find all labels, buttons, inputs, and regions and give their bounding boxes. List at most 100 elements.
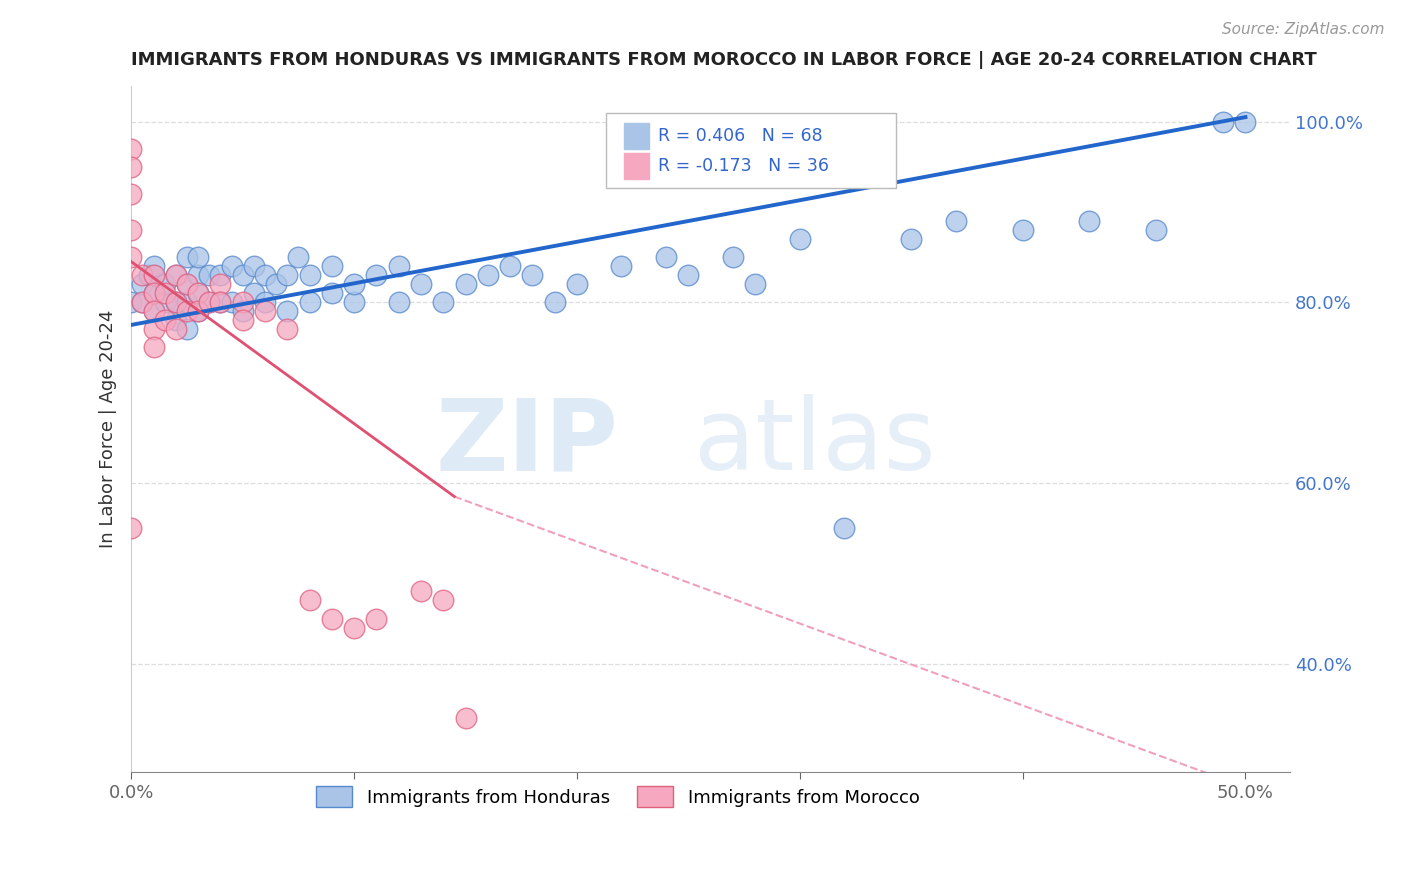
Point bbox=[388, 259, 411, 273]
Point bbox=[142, 286, 165, 301]
Point bbox=[900, 232, 922, 246]
Point bbox=[678, 268, 700, 283]
Point bbox=[187, 304, 209, 318]
Point bbox=[409, 277, 432, 292]
Point bbox=[522, 268, 544, 283]
Point bbox=[721, 250, 744, 264]
Point bbox=[1011, 223, 1033, 237]
Point bbox=[276, 268, 298, 283]
Point bbox=[153, 313, 176, 327]
Text: IMMIGRANTS FROM HONDURAS VS IMMIGRANTS FROM MOROCCO IN LABOR FORCE | AGE 20-24 C: IMMIGRANTS FROM HONDURAS VS IMMIGRANTS F… bbox=[131, 51, 1317, 69]
Point bbox=[142, 304, 165, 318]
Point bbox=[945, 214, 967, 228]
Point bbox=[834, 521, 856, 535]
Point bbox=[142, 268, 165, 283]
Text: R = -0.173   N = 36: R = -0.173 N = 36 bbox=[658, 157, 830, 175]
Point bbox=[221, 295, 243, 310]
Point bbox=[298, 295, 321, 310]
FancyBboxPatch shape bbox=[606, 113, 896, 188]
Point bbox=[120, 521, 142, 535]
Point bbox=[432, 295, 454, 310]
Point bbox=[165, 322, 187, 336]
Point bbox=[744, 277, 766, 292]
Point bbox=[1234, 114, 1257, 128]
Legend: Immigrants from Honduras, Immigrants from Morocco: Immigrants from Honduras, Immigrants fro… bbox=[309, 780, 927, 814]
Point bbox=[153, 286, 176, 301]
Bar bbox=[624, 153, 650, 179]
Point bbox=[120, 295, 142, 310]
Point bbox=[142, 268, 165, 283]
Point bbox=[321, 286, 343, 301]
Point bbox=[138, 268, 160, 283]
Point bbox=[543, 295, 565, 310]
Point bbox=[187, 268, 209, 283]
Point bbox=[409, 584, 432, 599]
Point bbox=[232, 268, 254, 283]
Point bbox=[120, 223, 142, 237]
Point bbox=[142, 304, 165, 318]
Point bbox=[165, 295, 187, 310]
Point bbox=[321, 259, 343, 273]
Point bbox=[176, 250, 198, 264]
Text: R = 0.406   N = 68: R = 0.406 N = 68 bbox=[658, 127, 823, 145]
Point bbox=[454, 711, 477, 725]
Point bbox=[253, 304, 276, 318]
Point bbox=[165, 268, 187, 283]
Point bbox=[454, 277, 477, 292]
Point bbox=[153, 277, 176, 292]
Point bbox=[253, 295, 276, 310]
Point bbox=[176, 277, 198, 292]
Point bbox=[432, 593, 454, 607]
Point bbox=[198, 295, 221, 310]
Point bbox=[243, 286, 266, 301]
Point bbox=[565, 277, 588, 292]
Point bbox=[209, 277, 232, 292]
Point bbox=[165, 295, 187, 310]
Point bbox=[209, 295, 232, 310]
Point bbox=[120, 160, 142, 174]
Point bbox=[499, 259, 522, 273]
Point bbox=[232, 295, 254, 310]
Point bbox=[232, 304, 254, 318]
Point bbox=[610, 259, 633, 273]
Y-axis label: In Labor Force | Age 20-24: In Labor Force | Age 20-24 bbox=[100, 310, 117, 548]
Point bbox=[298, 268, 321, 283]
Point bbox=[253, 268, 276, 283]
Point bbox=[187, 286, 209, 301]
Point bbox=[165, 313, 187, 327]
Point bbox=[209, 268, 232, 283]
Point bbox=[477, 268, 499, 283]
Point bbox=[243, 259, 266, 273]
Point bbox=[120, 250, 142, 264]
Point bbox=[655, 250, 678, 264]
Point bbox=[131, 295, 153, 310]
Point bbox=[142, 341, 165, 355]
Point bbox=[165, 268, 187, 283]
Point bbox=[388, 295, 411, 310]
Point bbox=[343, 295, 366, 310]
Point bbox=[120, 186, 142, 201]
Point bbox=[221, 259, 243, 273]
Point bbox=[1078, 214, 1101, 228]
Point bbox=[198, 268, 221, 283]
Text: Source: ZipAtlas.com: Source: ZipAtlas.com bbox=[1222, 22, 1385, 37]
Point bbox=[187, 286, 209, 301]
Point bbox=[321, 611, 343, 625]
Point bbox=[176, 295, 198, 310]
Point bbox=[276, 322, 298, 336]
Point bbox=[298, 593, 321, 607]
Point bbox=[187, 250, 209, 264]
Point bbox=[176, 322, 198, 336]
Point bbox=[232, 313, 254, 327]
Point bbox=[209, 295, 232, 310]
Point bbox=[131, 268, 153, 283]
Point bbox=[1212, 114, 1234, 128]
Point bbox=[366, 611, 388, 625]
Point bbox=[176, 277, 198, 292]
Point bbox=[142, 286, 165, 301]
Point bbox=[287, 250, 309, 264]
Point bbox=[343, 621, 366, 635]
Point bbox=[187, 304, 209, 318]
Point bbox=[366, 268, 388, 283]
Point bbox=[131, 295, 153, 310]
